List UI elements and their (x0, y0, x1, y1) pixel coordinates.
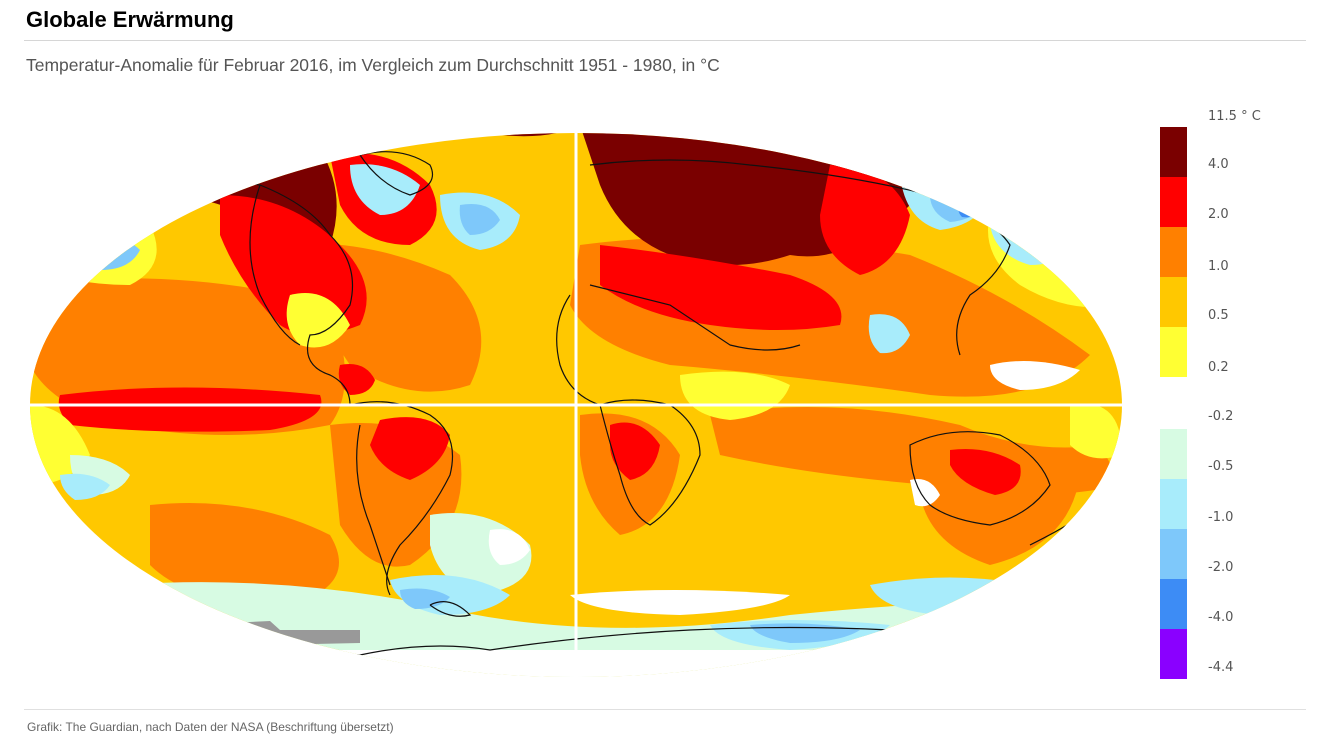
anomaly-zone (459, 204, 500, 235)
anomaly-zone (338, 364, 375, 395)
legend-top-label: 11.5 ° C (1208, 109, 1261, 124)
anomaly-zone (150, 503, 339, 605)
anomaly-zone (820, 165, 910, 275)
anomaly-zone (220, 195, 367, 335)
legend-label: -2.0 (1208, 560, 1234, 575)
legend-label: 1.0 (1208, 259, 1229, 274)
legend-swatch-dark-blue (1160, 579, 1187, 629)
source-credit: Grafik: The Guardian, nach Daten der NAS… (27, 720, 394, 734)
legend-label: -4.0 (1208, 610, 1234, 625)
legend-label: -4.4 (1208, 660, 1234, 675)
legend-label: -1.0 (1208, 510, 1234, 525)
anomaly-zone (370, 417, 450, 480)
legend: 11.5 ° C 4.0 2.0 1.0 0.5 0.2 -0.2 -0.5 -… (1160, 100, 1300, 690)
subtitle: Temperatur-Anomalie für Februar 2016, im… (26, 55, 720, 75)
anomaly-zone (350, 164, 420, 215)
anomaly-zone (680, 371, 790, 420)
anomaly-zone (1070, 403, 1122, 459)
anomaly-zone (610, 422, 660, 480)
legend-swatch-very-warm (1160, 127, 1187, 177)
legend-swatch-blue (1160, 529, 1187, 579)
anomaly-zone (958, 202, 980, 218)
title-divider (24, 40, 1306, 41)
anomaly-zone (400, 588, 450, 609)
anomaly-zone (890, 133, 1122, 185)
legend-label: 0.5 (1208, 308, 1229, 323)
page-title: Globale Erwärmung (26, 7, 234, 32)
anomaly-zone (58, 387, 322, 432)
legend-label: -0.5 (1208, 459, 1234, 474)
anomaly-zone (30, 207, 157, 285)
legend-swatch-yellow (1160, 277, 1187, 327)
legend-swatch-cyan (1160, 479, 1187, 529)
anomaly-zone (30, 222, 110, 275)
anomaly-zone (570, 590, 790, 615)
anomaly-zone (868, 314, 910, 354)
legend-swatch-orange (1160, 227, 1187, 277)
anomaly-zone (60, 473, 110, 500)
legend-swatch-light-yellow (1160, 327, 1187, 377)
anomaly-zone (990, 361, 1080, 390)
anomaly-zone (950, 449, 1021, 495)
legend-label: 0.2 (1208, 360, 1229, 375)
temperature-anomaly-map (30, 125, 1122, 680)
legend-label: -0.2 (1208, 409, 1234, 424)
anomaly-zone (286, 293, 350, 348)
legend-swatch-warm (1160, 177, 1187, 227)
footer-divider (24, 709, 1306, 710)
legend-swatch-mint (1160, 429, 1187, 479)
anomaly-zone (600, 245, 842, 330)
anomaly-zone (488, 529, 530, 565)
legend-label: 4.0 (1208, 157, 1229, 172)
legend-swatch-purple (1160, 629, 1187, 679)
legend-label: 2.0 (1208, 207, 1229, 222)
